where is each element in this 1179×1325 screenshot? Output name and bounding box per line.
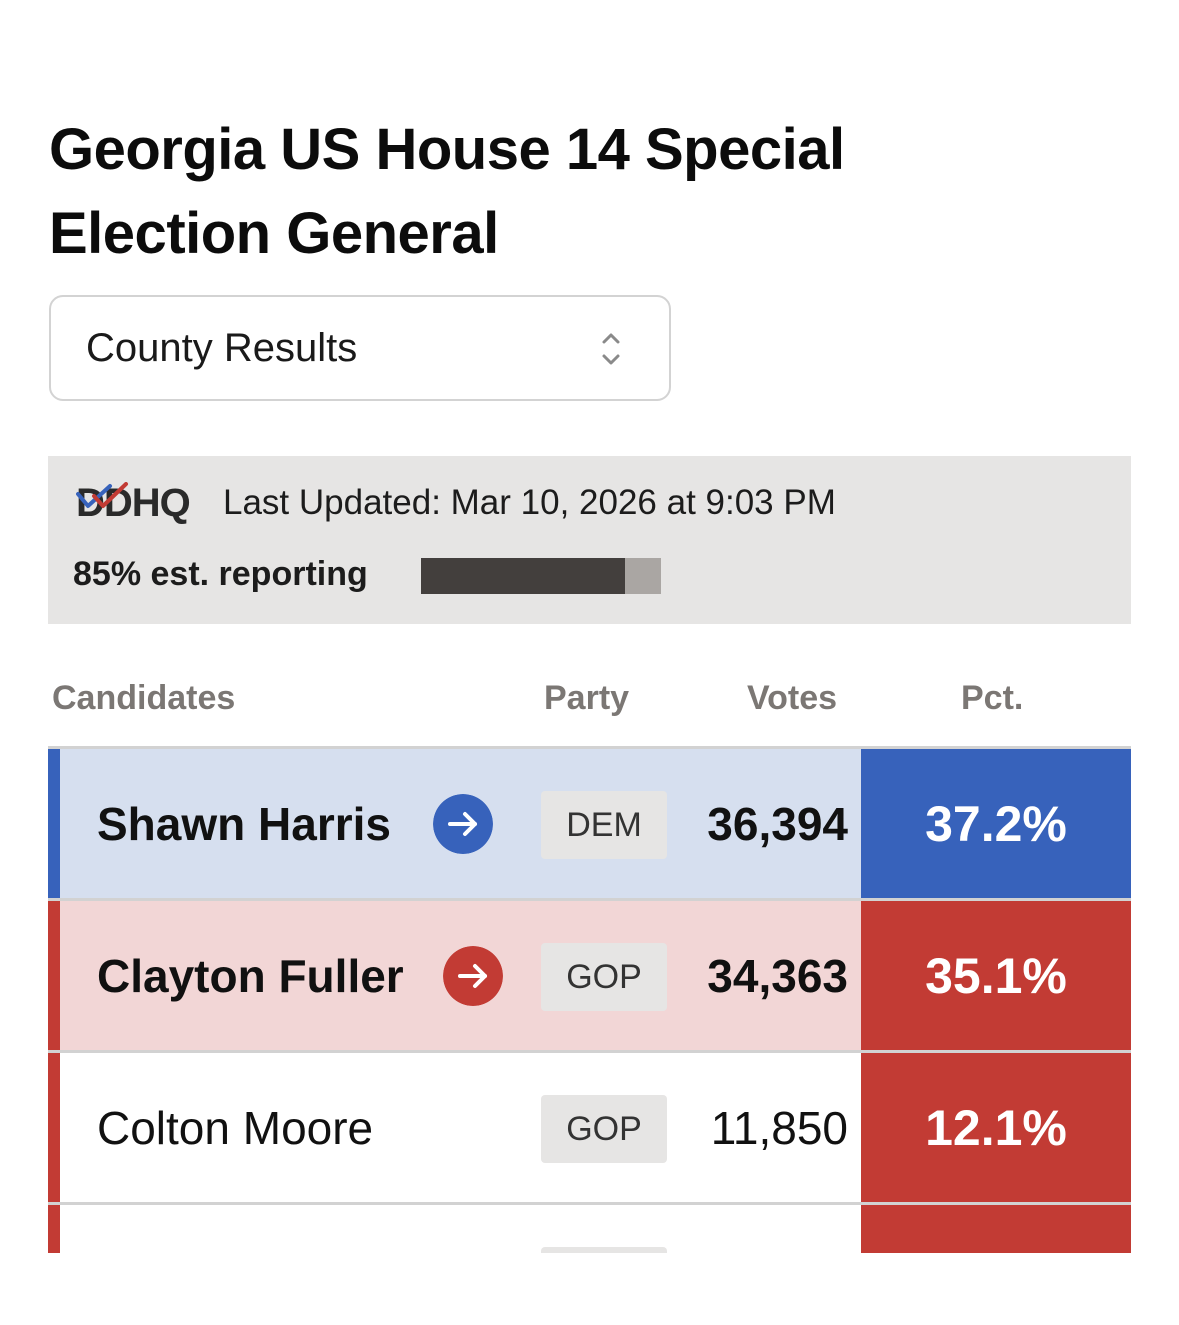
reporting-status-panel: DDHQ Last Updated: Mar 10, 2026 at 9:03 … xyxy=(48,456,1131,624)
logo-checkmark-icon xyxy=(76,482,128,508)
vote-count: 34,363 xyxy=(707,950,848,1002)
candidate-row[interactable]: Colton Moore GOP 11,850 12.1% xyxy=(48,1053,1131,1205)
page-title: Georgia US House 14 Special Election Gen… xyxy=(49,108,949,276)
page-title-line-2: Election General xyxy=(49,201,499,266)
candidate-name: Clayton Fuller xyxy=(97,950,404,1002)
reporting-percentage-label: 85% est. reporting xyxy=(73,555,368,593)
candidate-row-partial[interactable] xyxy=(48,1205,1131,1253)
vote-percentage: 37.2% xyxy=(861,749,1131,898)
vote-percentage: 35.1% xyxy=(861,901,1131,1050)
party-badge: GOP xyxy=(541,1095,667,1163)
arrow-right-circle-icon[interactable] xyxy=(443,946,503,1006)
reporting-progress-bar xyxy=(421,558,661,594)
results-view-select[interactable]: County Results xyxy=(49,295,671,401)
party-stripe xyxy=(48,749,60,898)
candidate-name-cell: Colton Moore GOP 11,850 xyxy=(60,1053,861,1202)
page-title-line-1: Georgia US House 14 Special xyxy=(49,117,845,182)
arrow-right-circle-icon[interactable] xyxy=(433,794,493,854)
candidate-name-cell: Clayton Fuller GOP 34,363 xyxy=(60,901,861,1050)
header-pct: Pct. xyxy=(961,679,1024,717)
results-view-selected-value: County Results xyxy=(86,326,358,370)
reporting-progress-fill xyxy=(421,558,625,594)
candidate-name: Shawn Harris xyxy=(97,798,391,850)
vote-percentage: 12.1% xyxy=(861,1053,1131,1202)
last-updated-text: Last Updated: Mar 10, 2026 at 9:03 PM xyxy=(223,483,836,522)
ddhq-logo: DDHQ xyxy=(76,478,196,528)
candidate-row[interactable]: Clayton Fuller GOP 34,363 35.1% xyxy=(48,901,1131,1053)
party-badge: DEM xyxy=(541,791,667,859)
header-votes: Votes xyxy=(747,679,838,717)
party-stripe xyxy=(48,1205,60,1253)
candidate-name-cell xyxy=(60,1205,861,1253)
results-table: Shawn Harris DEM 36,394 37.2% Clayton Fu… xyxy=(48,746,1131,1253)
party-badge: GOP xyxy=(541,943,667,1011)
header-candidates: Candidates xyxy=(52,679,236,717)
vote-percentage xyxy=(861,1205,1131,1253)
party-badge xyxy=(541,1247,667,1253)
header-party: Party xyxy=(544,679,630,717)
up-down-chevron-icon xyxy=(602,333,620,365)
vote-count: 11,850 xyxy=(710,1102,848,1154)
party-stripe xyxy=(48,1053,60,1202)
party-stripe xyxy=(48,901,60,1050)
ddhq-logo-text: DDHQ xyxy=(76,481,191,525)
candidate-row[interactable]: Shawn Harris DEM 36,394 37.2% xyxy=(48,749,1131,901)
candidate-name: Colton Moore xyxy=(97,1102,374,1154)
vote-count: 36,394 xyxy=(707,798,848,850)
candidate-name-cell: Shawn Harris DEM 36,394 xyxy=(60,749,861,898)
